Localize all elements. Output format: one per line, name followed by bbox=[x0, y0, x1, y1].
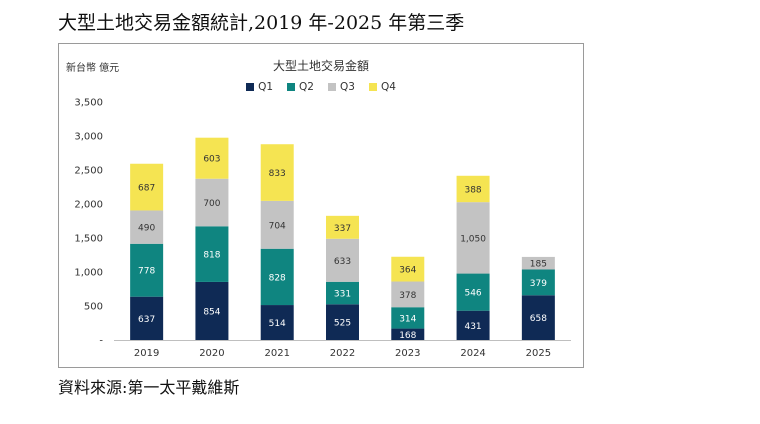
chart-legend: Q1 Q2 Q3 Q4 bbox=[59, 81, 583, 93]
bar-value-label: 633 bbox=[334, 257, 351, 267]
bar-value-label: 378 bbox=[399, 291, 416, 301]
bar-2020-q3 bbox=[195, 178, 229, 227]
bar-value-label: 514 bbox=[269, 319, 286, 329]
legend-label: Q4 bbox=[380, 81, 396, 93]
bar-value-label: 828 bbox=[269, 273, 286, 283]
bar-2021-q4 bbox=[260, 144, 294, 201]
legend-swatch bbox=[246, 83, 255, 91]
legend-label: Q1 bbox=[258, 81, 274, 93]
chart-title: 大型土地交易金額 bbox=[272, 59, 369, 73]
bar-2021-q1 bbox=[260, 305, 294, 340]
x-tick-label: 2019 bbox=[134, 348, 159, 359]
bar-2020-q2 bbox=[195, 226, 229, 282]
bar-value-label: 854 bbox=[203, 307, 220, 317]
bar-value-label: 364 bbox=[399, 266, 416, 276]
legend-label: Q3 bbox=[340, 81, 355, 93]
chart-unit-label: 新台幣 億元 bbox=[66, 63, 120, 74]
x-tick-label: 2021 bbox=[264, 348, 289, 359]
bar-value-label: 525 bbox=[334, 319, 351, 329]
x-tick-label: 2022 bbox=[330, 348, 355, 359]
bar-2025-q3 bbox=[521, 256, 555, 270]
bar-2023-q3 bbox=[391, 281, 425, 308]
bar-value-label: 185 bbox=[530, 260, 547, 270]
x-tick-label: 2023 bbox=[395, 348, 420, 359]
legend-label: Q2 bbox=[299, 81, 314, 93]
bar-2024-q3 bbox=[456, 202, 490, 274]
bar-value-label: 658 bbox=[530, 314, 547, 324]
bar-2025-q1 bbox=[521, 295, 555, 340]
bar-2022-q4 bbox=[326, 215, 359, 239]
y-tick-label: 1,500 bbox=[74, 234, 103, 245]
bar-2020-q1 bbox=[195, 281, 229, 340]
bar-value-label: 833 bbox=[269, 169, 286, 179]
bar-2024-q4 bbox=[456, 175, 490, 203]
bar-2019-q4 bbox=[130, 163, 164, 211]
y-tick-label: - bbox=[99, 336, 103, 347]
bar-value-label: 431 bbox=[464, 322, 481, 332]
bar-2022-q1 bbox=[326, 304, 359, 340]
bar-value-label: 637 bbox=[138, 315, 155, 325]
y-tick-label: 3,500 bbox=[74, 98, 103, 109]
chart-plot: - 500 1,000 1,500 2,000 2,500 3,000 3,500 637 778… bbox=[74, 98, 571, 359]
page-heading: 大型土地交易金額統計,2019 年-2025 年第三季 bbox=[58, 12, 465, 34]
bar-value-label: 704 bbox=[269, 221, 286, 231]
bar-value-label: 331 bbox=[334, 290, 351, 300]
bar-2023-q2 bbox=[391, 307, 425, 329]
bar-2021-q2 bbox=[260, 248, 294, 306]
chart-frame: 新台幣 億元 大型土地交易金額 Q1 Q2 Q3 Q4 - 500 1,000 1,500 2… bbox=[58, 43, 584, 368]
bar-2019-q1 bbox=[130, 296, 164, 340]
legend-swatch bbox=[368, 83, 377, 91]
legend-item-q1: Q1 bbox=[246, 81, 273, 93]
y-tick-label: 2,500 bbox=[74, 166, 103, 177]
legend-swatch bbox=[328, 83, 336, 91]
bar-value-label: 818 bbox=[203, 251, 220, 261]
bar-value-label: 314 bbox=[399, 314, 416, 324]
y-tick-label: 2,000 bbox=[74, 200, 103, 211]
bar-value-label: 168 bbox=[399, 331, 416, 341]
bar-value-label: 379 bbox=[530, 279, 547, 289]
bar-value-label: 700 bbox=[203, 199, 220, 209]
bar-2025-q2 bbox=[521, 269, 555, 296]
bar-2019-q3 bbox=[130, 210, 164, 244]
bar-2023-q4 bbox=[391, 256, 425, 282]
bar-2024-q2 bbox=[456, 273, 490, 311]
bar-2021-q3 bbox=[260, 200, 294, 249]
x-tick-label: 2024 bbox=[460, 348, 485, 359]
legend-swatch bbox=[287, 83, 296, 91]
bar-2022-q2 bbox=[326, 281, 359, 305]
legend-item-q3: Q3 bbox=[328, 81, 355, 93]
legend-item-q2: Q2 bbox=[287, 81, 314, 93]
legend-item-q4: Q4 bbox=[368, 81, 396, 93]
bar-value-label: 603 bbox=[203, 155, 220, 165]
y-tick-label: 3,000 bbox=[74, 132, 103, 143]
source-note: 資料來源:第一太平戴維斯 bbox=[58, 378, 240, 397]
bar-value-label: 687 bbox=[138, 184, 155, 194]
bar-2022-q3 bbox=[326, 238, 359, 282]
bar-2023-q1 bbox=[391, 328, 425, 340]
x-tick-label: 2020 bbox=[199, 348, 224, 359]
bar-value-label: 337 bbox=[334, 224, 351, 234]
bar-2019-q2 bbox=[130, 243, 164, 297]
y-tick-label: 500 bbox=[84, 302, 103, 313]
bar-value-label: 490 bbox=[138, 224, 155, 234]
y-tick-label: 1,000 bbox=[74, 268, 103, 279]
bar-value-label: 1,050 bbox=[460, 234, 486, 244]
bar-2024-q1 bbox=[456, 310, 490, 340]
x-tick-label: 2025 bbox=[526, 348, 551, 359]
bar-2020-q4 bbox=[195, 137, 229, 179]
bar-value-label: 778 bbox=[138, 267, 155, 277]
bar-value-label: 388 bbox=[464, 185, 481, 195]
bar-value-label: 546 bbox=[464, 289, 481, 299]
